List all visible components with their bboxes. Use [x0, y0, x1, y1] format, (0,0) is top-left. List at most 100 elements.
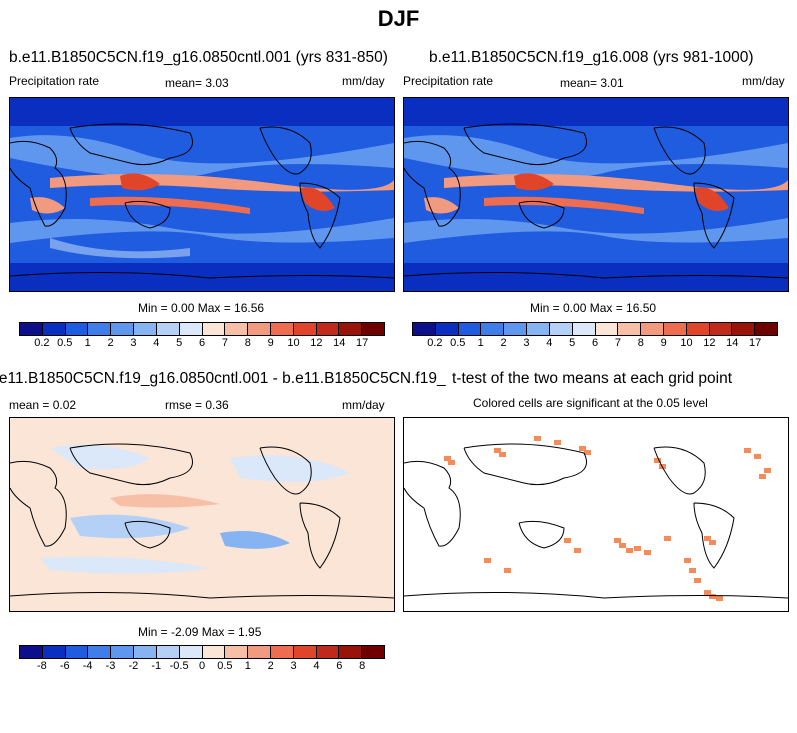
panel3-rmse: rmse = 0.36 — [165, 398, 229, 412]
panel2-colorbar-cell — [481, 323, 505, 335]
maritime-continent-max — [514, 173, 554, 191]
significant-cell — [499, 452, 506, 457]
panel1-colorbar-cell — [65, 323, 89, 335]
panel1-colorbar-tick-label: 7 — [221, 337, 228, 349]
significant-cell — [444, 456, 451, 461]
panel2-colorbar-tick-label: 5 — [569, 337, 576, 349]
panel2-units: mm/day — [742, 74, 785, 88]
panel3-colorbar-tick-label: 2 — [267, 660, 274, 672]
panel2-colorbar-cell — [435, 323, 459, 335]
panel2-colorbar-cell — [663, 323, 687, 335]
panel3-colorbar-cells — [19, 645, 385, 659]
panel3-colorbar-cell — [65, 646, 89, 658]
panel3-colorbar-cell — [202, 646, 226, 658]
significant-cell — [504, 568, 511, 573]
panel2-colorbar-tick-label: 1 — [477, 337, 484, 349]
panel2-map-svg — [404, 98, 788, 291]
panel3-colorbar-tick-label: -3 — [105, 660, 116, 672]
significant-cell — [494, 448, 501, 453]
coastlines — [404, 123, 788, 279]
panel3-colorbar-tick-label: -1 — [151, 660, 162, 672]
coastlines — [10, 123, 394, 279]
significant-cell — [704, 590, 711, 595]
panel1-colorbar-cell — [339, 323, 363, 335]
panel1-colorbar-cell — [270, 323, 294, 335]
panel1-colorbar-cell — [293, 323, 317, 335]
panel3-colorbar-tick-label: 6 — [336, 660, 343, 672]
panel3-map — [9, 417, 395, 612]
panel3-colorbar-tick-label: 3 — [290, 660, 297, 672]
storm-track-north — [10, 135, 394, 178]
panel3-colorbar-cell — [179, 646, 203, 658]
page-title: DJF — [377, 6, 420, 31]
panel2-colorbar-cell — [413, 323, 436, 335]
panel2-colorbar-tick-label: 17 — [749, 337, 762, 349]
panel1-variable-label: Precipitation rate — [9, 74, 100, 88]
panel2-colorbar-tick-label: 0.2 — [427, 337, 443, 349]
panel3-map-svg — [10, 418, 394, 611]
panel3-colorbar: -8 -6 -4 -3 -2 -1 -0.5 0 0.5 1 2 3 4 6 8 — [19, 645, 385, 672]
panel1-colorbar-tick-label: 14 — [333, 337, 346, 349]
panel2-colorbar-cell — [732, 323, 756, 335]
panel3-colorbar-cell — [339, 646, 363, 658]
panel1-colorbar-tick-label: 17 — [356, 337, 369, 349]
panel3-colorbar-tick-label: -8 — [36, 660, 47, 672]
panel2-colorbar-cell — [641, 323, 664, 335]
storm-track-north — [404, 135, 788, 178]
arctic-band — [404, 98, 788, 126]
panel3-colorbar-tick-label: 8 — [359, 660, 366, 672]
panel3-units: mm/day — [342, 398, 385, 412]
panel1-colorbar-cell — [179, 323, 203, 335]
panel3-colorbar-tick-label: 1 — [244, 660, 251, 672]
panel2-variable-label: Precipitation rate — [403, 74, 494, 88]
panel1-colorbar-cell — [88, 323, 112, 335]
panel1-colorbar-cell — [316, 323, 340, 335]
panel2-colorbar-cell — [709, 323, 733, 335]
panel2-colorbar-tick-label: 8 — [637, 337, 644, 349]
storm-track-south — [10, 218, 394, 243]
significant-cell — [626, 548, 633, 553]
coastlines — [10, 443, 394, 599]
panel3-colorbar-cell — [20, 646, 43, 658]
ocean-background — [10, 98, 394, 291]
panel2-colorbar-tick-label: 9 — [660, 337, 667, 349]
maritime-continent-max — [120, 173, 160, 191]
diff-neg-area — [70, 514, 190, 539]
significant-cell — [684, 558, 691, 563]
panel1-colorbar-cell — [362, 323, 384, 335]
panel2-title: b.e11.B1850C5CN.f19_g16.008 (yrs 981-100… — [429, 49, 754, 66]
panel3-colorbar-cell — [316, 646, 340, 658]
panel3-colorbar-cell — [134, 646, 157, 658]
diff-neg-area — [40, 556, 210, 574]
panel1-colorbar-tick-label: 0.2 — [34, 337, 50, 349]
panel4-map — [403, 417, 789, 612]
panel1-map-svg — [10, 98, 394, 291]
panel3-title: b.e11.B1850C5CN.f19_g16.0850cntl.001 - b… — [0, 370, 446, 387]
diff-pos-area — [110, 494, 220, 508]
significant-cell — [689, 568, 696, 573]
panel1-colorbar-cell — [156, 323, 180, 335]
significant-cell — [484, 558, 491, 563]
panel1-units: mm/day — [342, 74, 385, 88]
significant-cell — [534, 436, 541, 441]
panel3-mean: mean = 0.02 — [9, 398, 77, 412]
diff-neg-area — [50, 444, 150, 470]
africa-rain — [424, 197, 459, 214]
panel1-colorbar-tick-label: 3 — [130, 337, 137, 349]
panel3-colorbar-cell — [362, 646, 384, 658]
panel2-colorbar-cell — [686, 323, 710, 335]
spcz-band — [484, 196, 644, 214]
panel1-colorbar-cell — [20, 323, 43, 335]
amazon-max — [300, 187, 335, 212]
panel2-colorbar-tick-label: 14 — [726, 337, 739, 349]
significant-cell — [764, 468, 771, 473]
panel1-colorbar-cell — [134, 323, 157, 335]
significant-cell — [644, 550, 651, 555]
coastlines — [404, 443, 788, 599]
panel3-colorbar-tick-label: 0.5 — [217, 660, 233, 672]
panel2-colorbar-cell — [504, 323, 528, 335]
panel1-colorbar-cell — [42, 323, 66, 335]
panel1-map — [9, 97, 395, 292]
diff-neg-area — [230, 455, 350, 482]
panel1-colorbar-tick-label: 6 — [198, 337, 206, 349]
